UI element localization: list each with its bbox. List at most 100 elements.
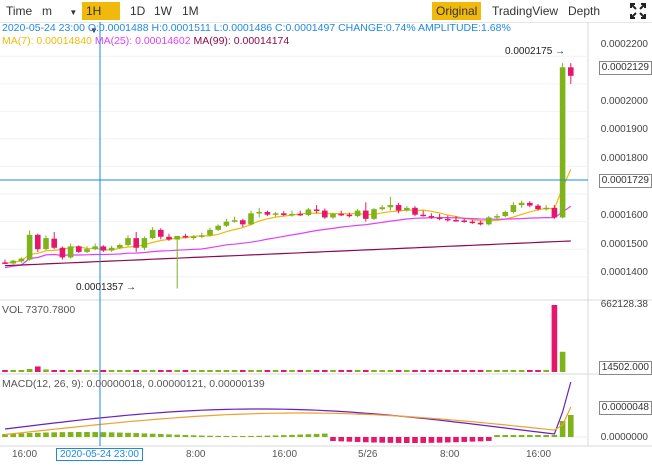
macd-histogram-bar <box>371 437 377 443</box>
macd-histogram-bar <box>412 437 418 443</box>
macd-histogram-bar <box>346 437 353 442</box>
macd-histogram-bar <box>174 434 180 437</box>
chevron-down-icon: ▼ <box>69 8 78 17</box>
price-tick: 0.0001900 <box>600 124 648 135</box>
volume-bar <box>182 370 189 372</box>
candle-body <box>281 213 287 215</box>
time-label[interactable]: Time <box>6 4 33 18</box>
interval-selected-dropdown[interactable]: 1H ▼ <box>82 2 120 35</box>
x-tick: 16:00 <box>12 449 38 460</box>
volume-bar <box>502 370 508 372</box>
volume-bar <box>248 370 254 372</box>
view-original[interactable]: Original <box>432 2 482 20</box>
volume-bar <box>199 370 205 372</box>
ma99-value: MA(99): 0.00014174 <box>193 35 290 47</box>
macd-histogram-bar <box>59 432 66 437</box>
candle-body <box>2 262 8 264</box>
macd-histogram-bar <box>26 433 33 437</box>
candle-body <box>535 205 541 210</box>
interval-1m[interactable]: 1M <box>182 4 199 18</box>
macd-histogram-bar <box>108 432 115 437</box>
candle-body <box>174 235 180 240</box>
candle-body <box>149 229 156 239</box>
volume-bar <box>535 370 541 372</box>
volume-bar <box>445 370 451 372</box>
macd-histogram-bar <box>43 432 49 437</box>
volume-bar <box>297 370 303 372</box>
candle-body <box>551 207 558 218</box>
macd-histogram-bar <box>231 435 238 437</box>
candle-body <box>371 209 377 219</box>
expand-icon[interactable] <box>630 3 646 19</box>
high-value: 0.0002175 <box>505 46 553 57</box>
volume-bar <box>35 366 41 372</box>
macd-histogram-bar <box>379 437 385 443</box>
candle-body <box>313 209 320 211</box>
macd-histogram-bar <box>35 432 41 437</box>
candle-body <box>182 235 189 238</box>
candle-body <box>559 67 566 218</box>
last-price-tag: 0.0002129 <box>598 61 652 75</box>
volume-bar <box>174 370 180 372</box>
macd-histogram-bar <box>190 435 197 437</box>
candle-body <box>330 213 336 218</box>
volume-bar <box>166 370 172 372</box>
candle-body <box>477 222 484 225</box>
macd-histogram-bar <box>297 434 303 437</box>
arrow-right-icon: → <box>552 46 566 57</box>
ma7-line <box>4 169 572 265</box>
candle-body <box>231 220 238 222</box>
candle-body <box>412 207 418 215</box>
ma25-line <box>4 205 572 269</box>
volume-bar <box>92 370 98 372</box>
candle-body <box>141 238 148 248</box>
candle-body <box>395 205 402 211</box>
volume-bar <box>428 370 435 372</box>
volume-bar <box>215 370 221 372</box>
volume-bar <box>305 370 312 372</box>
volume-bar <box>404 370 410 372</box>
low-value: 0.0001357 <box>76 282 124 293</box>
interval-1w[interactable]: 1W <box>154 4 172 18</box>
volume-bar <box>379 370 385 372</box>
interval-selected-label: 1H <box>86 4 102 18</box>
candle-body <box>190 236 197 238</box>
macd-histogram-bar <box>2 434 8 437</box>
candle-body <box>289 213 295 216</box>
candle-body <box>445 218 451 221</box>
candle-body <box>494 216 500 218</box>
candle-body <box>67 246 74 258</box>
volume-bar <box>371 370 377 372</box>
minute-dropdown[interactable]: m ▼ <box>38 2 81 20</box>
vol-tag: 14502.000 <box>598 361 652 375</box>
candle-body <box>272 213 279 215</box>
volume-bar <box>322 370 328 372</box>
volume-bar <box>289 370 295 372</box>
volume-bar <box>190 370 197 372</box>
volume-bar <box>117 370 123 372</box>
minute-label: m <box>42 4 52 18</box>
macd-label: MACD(12, 26, 9): 0.00000018, 0.00000121,… <box>2 378 265 390</box>
candle-body <box>568 67 574 76</box>
macd-histogram-bar <box>281 435 287 437</box>
view-depth[interactable]: Depth <box>568 4 601 18</box>
macd-histogram-bar <box>477 437 484 442</box>
volume-bar <box>477 370 484 372</box>
macd-histogram-bar <box>207 435 213 437</box>
candle-body <box>51 238 57 248</box>
volume-bar <box>207 370 213 372</box>
interval-1d[interactable]: 1D <box>130 4 146 18</box>
macd-histogram-bar <box>461 437 467 442</box>
candle-body <box>322 210 328 218</box>
volume-bar <box>395 370 402 372</box>
candle-body <box>35 234 41 250</box>
volume-bar <box>125 370 131 372</box>
candle-body <box>92 246 98 250</box>
macd-histogram-bar <box>125 432 131 437</box>
macd-histogram-bar <box>527 435 533 437</box>
candle-body <box>84 249 90 252</box>
view-tradingview[interactable]: TradingView <box>492 4 559 18</box>
volume-bar <box>543 370 549 372</box>
volume-bar <box>436 370 443 372</box>
